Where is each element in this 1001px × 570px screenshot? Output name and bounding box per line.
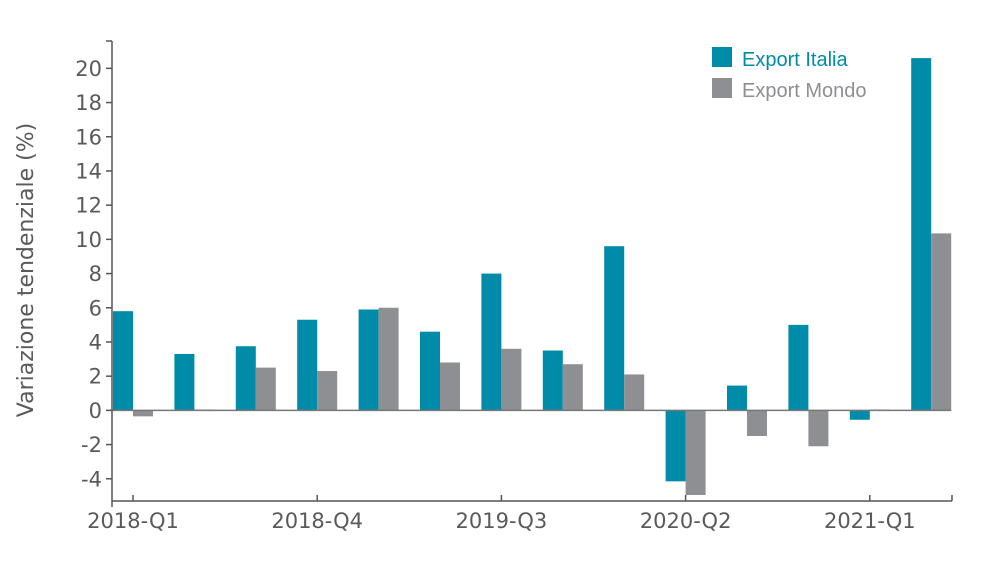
legend-swatch-export-mondo [712,78,732,98]
bar-export-italia-2021-q2 [911,58,932,411]
y-tick-label: 20 [75,57,102,81]
legend-label-export-mondo: Export Mondo [742,80,867,102]
bar-export-mondo-2021-q2 [931,233,952,411]
bar-export-italia-2019-q4 [542,350,563,411]
bar-export-italia-2018-q3 [235,346,256,411]
bar-export-mondo-2018-q1 [133,410,153,417]
bar-export-mondo-2020-q4 [808,410,829,447]
legend-label-export-italia: Export Italia [742,49,848,71]
bar-export-mondo-2018-q3 [255,367,276,411]
bar-export-mondo-2019-q4 [562,364,583,411]
y-tick-label: 0 [89,399,102,423]
y-axis-title: Variazione tendenziale (%) [14,123,39,417]
bar-export-italia-2019-q1 [358,309,379,411]
x-tick-label: 2019-Q3 [456,509,548,533]
bar-export-mondo-2019-q1 [378,307,399,411]
y-axis: -4 -2 0 2 4 6 8 10 12 14 16 18 20 [75,40,113,501]
y-tick-label: -2 [81,433,102,457]
legend: Export Italia Export Mondo [712,47,867,102]
bar-export-italia-2021-q1 [849,410,870,420]
bar-export-italia-2019-q3 [481,273,502,411]
x-tick-label: 2020-Q2 [640,509,732,533]
bar-export-mondo-2019-q3 [501,348,522,411]
bar-export-italia-2019-q2 [420,331,440,411]
x-tick-label: 2018-Q1 [87,509,179,533]
x-tick-label: 2021-Q1 [824,509,916,533]
x-tick-label: 2018-Q4 [271,509,363,533]
bar-export-italia-2020-q2 [665,410,686,482]
y-tick-label: 10 [75,228,102,252]
x-axis: 2018-Q1 2018-Q4 2019-Q3 2020-Q2 2021-Q1 [87,495,953,533]
bar-export-mondo-2020-q1 [624,374,645,411]
y-tick-label: 18 [75,91,102,115]
bar-export-italia-2018-q1 [113,311,133,411]
bar-export-mondo-2019-q2 [440,362,460,411]
y-tick-label: 6 [89,296,102,320]
legend-swatch-export-italia [712,47,732,67]
bar-export-italia-2020-q1 [604,246,625,411]
bar-export-italia-2018-q4 [297,319,318,411]
bar-export-italia-2020-q3 [727,385,747,411]
bar-export-mondo-2020-q3 [747,410,767,437]
bar-export-italia-2020-q4 [788,324,809,411]
y-tick-label: 14 [75,159,102,183]
bar-export-mondo-2018-q4 [317,371,338,411]
y-tick-label: 12 [75,194,102,218]
bars-layer [113,58,952,496]
y-tick-label: 16 [75,125,102,149]
y-tick-label: 8 [89,262,102,286]
y-tick-label: 2 [89,365,102,389]
bar-export-mondo-2020-q2 [685,410,706,496]
bar-export-italia-2018-q2 [174,353,195,411]
y-tick-label: 4 [89,330,102,354]
y-tick-label: -4 [81,467,102,491]
